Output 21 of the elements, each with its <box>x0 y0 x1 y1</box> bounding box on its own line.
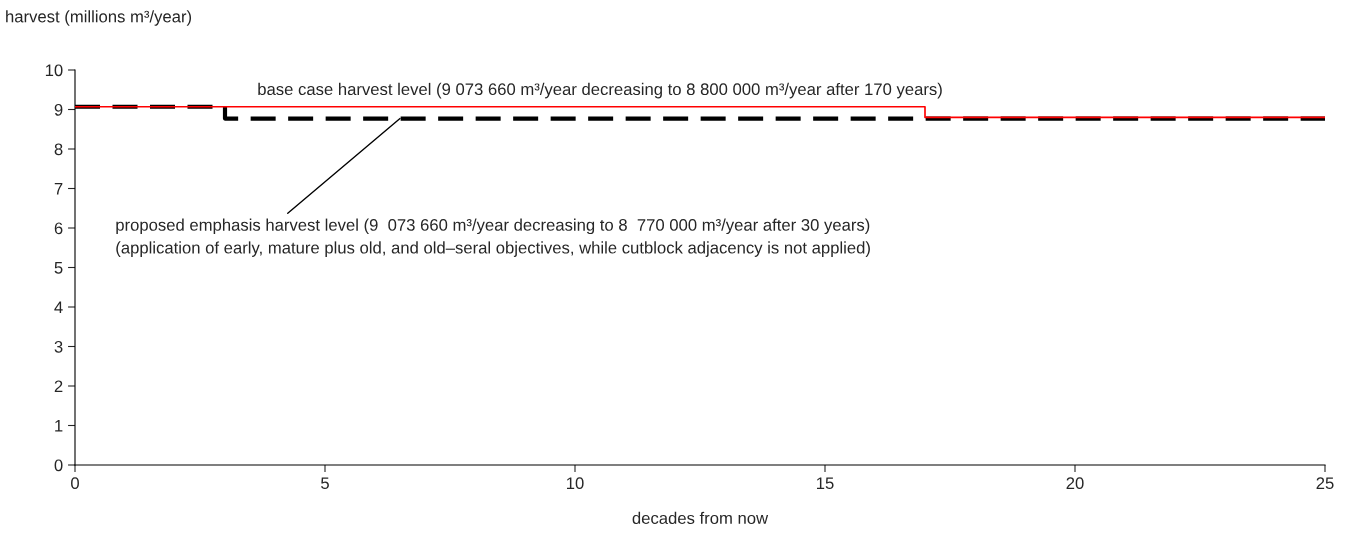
x-tick-label: 5 <box>321 477 329 490</box>
y-tick-label: 10 <box>45 64 63 77</box>
x-tick-label: 15 <box>817 477 834 490</box>
y-tick-label: 0 <box>54 459 63 472</box>
x-tick-label: 0 <box>71 477 79 490</box>
annotation: base case harvest level (9 073 660 m³/year decreasing to 8 800 000 m³/year after 170 years) <box>258 82 942 99</box>
y-tick-label: 2 <box>54 380 63 393</box>
y-axis-title: harvest (millions m³/year) <box>6 10 192 26</box>
x-tick-label: 25 <box>1316 477 1334 490</box>
y-tick-label: 4 <box>54 301 63 314</box>
y-tick-label: 8 <box>54 143 63 156</box>
y-tick-label: 1 <box>55 420 63 432</box>
y-tick-label: 7 <box>54 183 63 195</box>
y-tick-label: 3 <box>54 340 63 353</box>
x-tick-label: 10 <box>567 477 584 490</box>
annotation: proposed emphasis harvest level (9 073 660 m³/year decreasing to 8 770 000 m³/year after 30 years) (application of early, mature plus old, and old–seral objectives, while cutblock adjacency is not applied) <box>116 218 870 257</box>
y-tick-label: 6 <box>54 222 63 235</box>
x-tick-label: 20 <box>1066 477 1084 490</box>
x-axis-title: decades from now <box>632 511 769 525</box>
y-tick-label: 5 <box>54 262 63 274</box>
y-tick-label: 9 <box>54 103 63 116</box>
